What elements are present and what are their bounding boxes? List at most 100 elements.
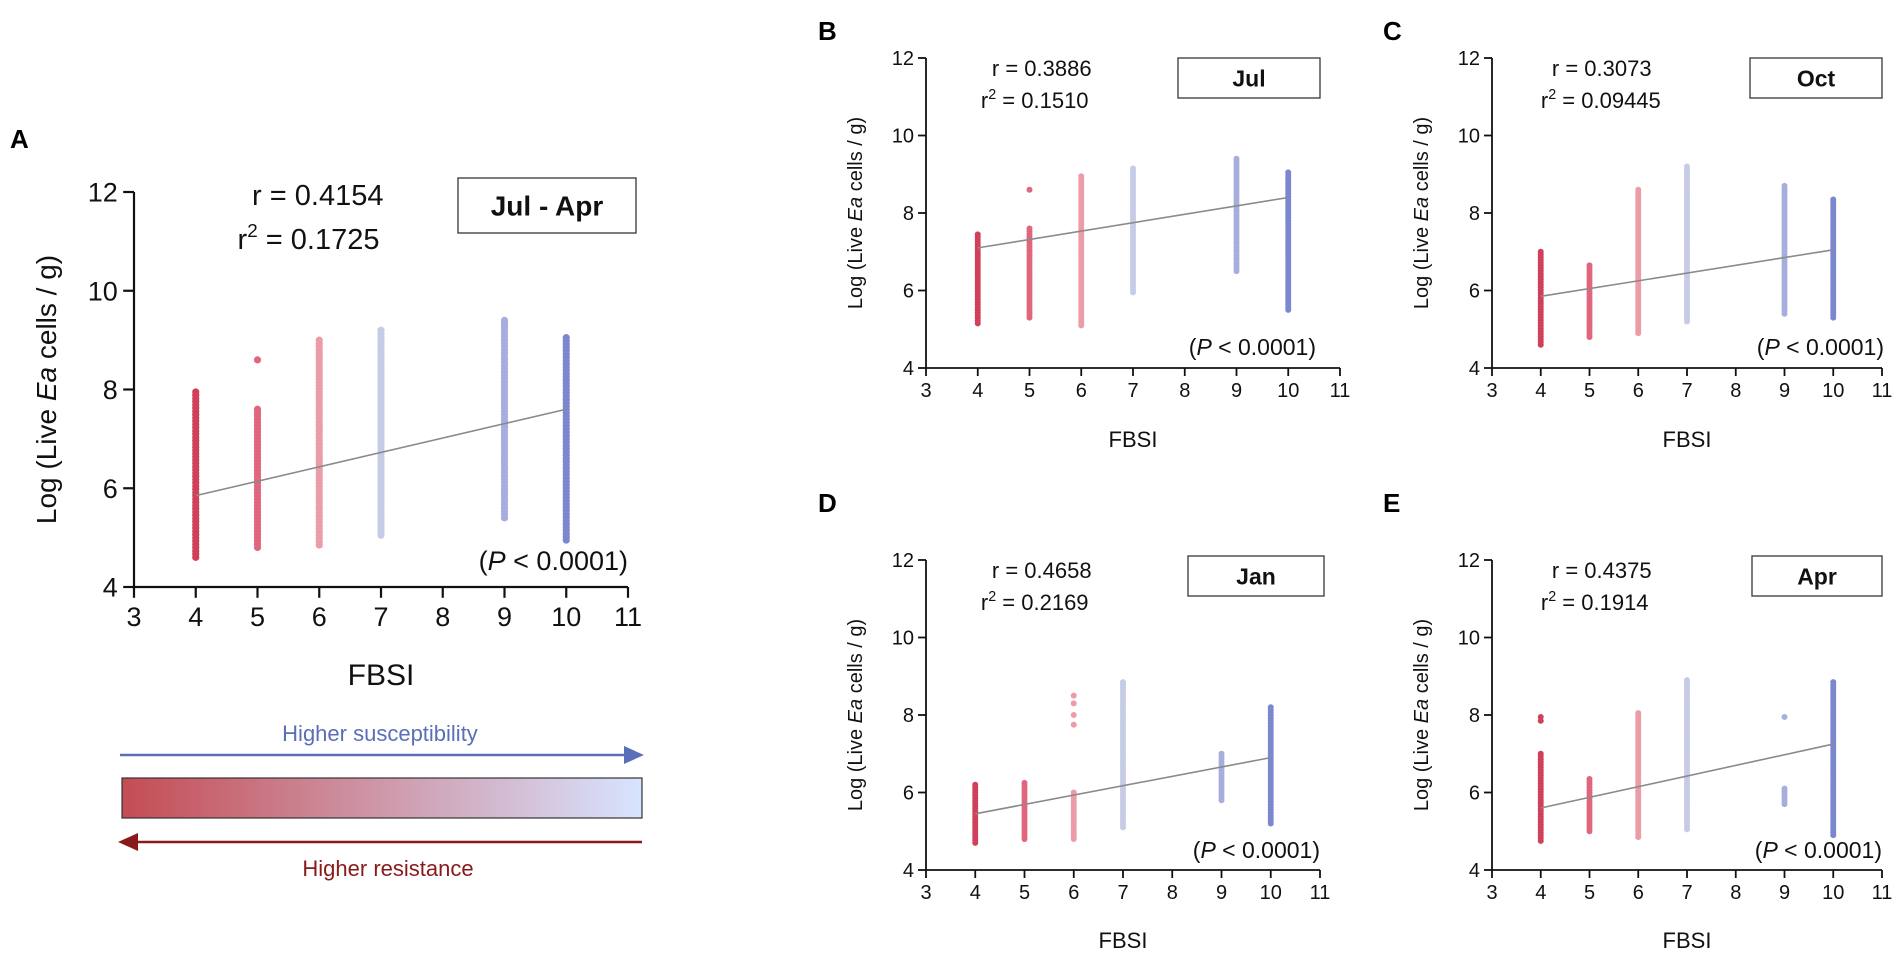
r-symbol: r: [1552, 56, 1559, 81]
p-value-annotation: (P < 0.0001): [1189, 334, 1316, 360]
y-tick-label: 6: [903, 783, 914, 805]
x-tick-label: 8: [1730, 380, 1741, 402]
y-axis-label: Log (Live Ea cells / g): [845, 117, 867, 309]
r2-annotation: r2 = 0.09445: [1541, 87, 1661, 113]
p-value-annotation: (P < 0.0001): [1757, 334, 1884, 360]
r-symbol: r: [252, 180, 262, 212]
scatter-point: [1233, 155, 1240, 162]
r-value: = 0.3886: [999, 56, 1091, 81]
panel-letter-b: B: [818, 16, 837, 46]
x-tick-label: 11: [1872, 882, 1893, 904]
y-axis-label: Log (Live Ea cells / g): [1411, 117, 1433, 309]
p-value-symbol: P: [1762, 837, 1778, 863]
scatter-point: [1078, 173, 1085, 180]
r-annotation: r = 0.3073: [1552, 56, 1652, 81]
r2-annotation: r2 = 0.1725: [238, 220, 380, 256]
p-value-open: (: [1189, 334, 1197, 360]
x-tick-label: 10: [551, 602, 581, 632]
x-tick-label: 8: [1167, 882, 1178, 904]
regression-line: [977, 196, 1289, 249]
x-tick-label: 9: [1216, 882, 1227, 904]
y-axis-label-italic: Ea: [31, 367, 62, 401]
y-axis-label-suffix: cells / g): [31, 255, 62, 367]
x-tick-label: 3: [920, 380, 931, 402]
scatter-point: [1781, 182, 1788, 189]
r-symbol: r: [1552, 558, 1559, 583]
r2-symbol: r: [1541, 88, 1548, 113]
x-tick-label: 4: [1535, 882, 1546, 904]
r2-symbol: r: [981, 590, 988, 615]
y-tick-label: 4: [1469, 358, 1480, 380]
p-value-open: (: [1755, 837, 1763, 863]
scatter-point: [1586, 775, 1593, 782]
x-tick-label: 9: [1779, 380, 1790, 402]
x-tick-label: 7: [1681, 380, 1692, 402]
r-value: = 0.4658: [999, 558, 1091, 583]
x-tick-label: 4: [972, 380, 983, 402]
scatter-point: [1684, 163, 1690, 170]
p-value-symbol: P: [1196, 334, 1212, 360]
x-tick-label: 5: [1584, 882, 1595, 904]
scatter-point-outlier: [1537, 713, 1544, 720]
y-axis-label-prefix: Log (Live: [31, 401, 62, 524]
y-axis-label-italic: Ea: [1411, 699, 1433, 723]
x-tick-label: 3: [1486, 882, 1497, 904]
r2-symbol: r: [981, 88, 988, 113]
x-tick-label: 3: [920, 882, 931, 904]
x-tick-label: 11: [1330, 380, 1351, 402]
y-tick-label: 8: [1469, 203, 1480, 225]
x-tick-label: 6: [1076, 380, 1087, 402]
y-axis-label-prefix: Log (Live: [845, 221, 867, 309]
panel-letter-e: E: [1383, 488, 1400, 518]
p-value-open: (: [1757, 334, 1765, 360]
y-tick-label: 10: [892, 126, 914, 148]
x-tick-label: 4: [188, 602, 203, 632]
y-axis-label-suffix: cells / g): [845, 619, 867, 699]
scatter-point-outlier: [1070, 700, 1077, 707]
panel-title-box: [1751, 555, 1883, 597]
scatter-point: [1130, 165, 1136, 172]
y-tick-label: 8: [903, 705, 914, 727]
y-tick-label: 6: [903, 281, 914, 303]
x-tick-label: 11: [1872, 380, 1893, 402]
y-tick-label: 10: [1458, 126, 1480, 148]
y-axis-label-suffix: cells / g): [1411, 117, 1433, 197]
scatter-point: [1537, 248, 1544, 255]
r-value: = 0.4375: [1559, 558, 1651, 583]
fbsi-scale-legend: Higher susceptibility Higher resistance: [118, 721, 644, 881]
panel-letter-d: D: [818, 488, 837, 518]
panel-title: Jul - Apr: [491, 191, 604, 222]
x-tick-label: 10: [1822, 882, 1844, 904]
susceptibility-arrow-head: [624, 746, 644, 764]
x-tick-label: 4: [970, 882, 981, 904]
x-axis-label: FBSI: [1099, 928, 1148, 953]
y-axis-label-suffix: cells / g): [1411, 619, 1433, 699]
x-tick-label: 10: [1277, 380, 1299, 402]
y-tick-label: 4: [903, 358, 914, 380]
r-annotation: r = 0.4375: [1552, 558, 1652, 583]
x-tick-label: 8: [1730, 882, 1741, 904]
y-tick-label: 8: [103, 375, 118, 405]
p-value-text: < 0.0001): [1780, 334, 1884, 360]
y-axis-label: Log (Live Ea cells / g): [1411, 619, 1433, 811]
r-annotation: r = 0.4154: [252, 180, 383, 212]
p-value-open: (: [479, 546, 488, 576]
x-tick-label: 7: [1681, 882, 1692, 904]
r2-superscript: 2: [988, 87, 996, 103]
y-tick-label: 12: [1458, 550, 1480, 572]
x-tick-label: 11: [1310, 882, 1331, 904]
y-tick-label: 6: [1469, 783, 1480, 805]
regression-line: [1540, 249, 1834, 298]
panel-title-box: [1177, 57, 1321, 99]
r-annotation: r = 0.4658: [992, 558, 1092, 583]
p-value-text: < 0.0001): [506, 546, 628, 576]
p-value-annotation: (P < 0.0001): [479, 546, 628, 576]
y-tick-label: 6: [103, 474, 118, 504]
panel-title-box: [1187, 555, 1325, 597]
scatter-point: [377, 326, 385, 334]
regression-line: [975, 756, 1271, 815]
scatter-point: [1781, 785, 1788, 792]
